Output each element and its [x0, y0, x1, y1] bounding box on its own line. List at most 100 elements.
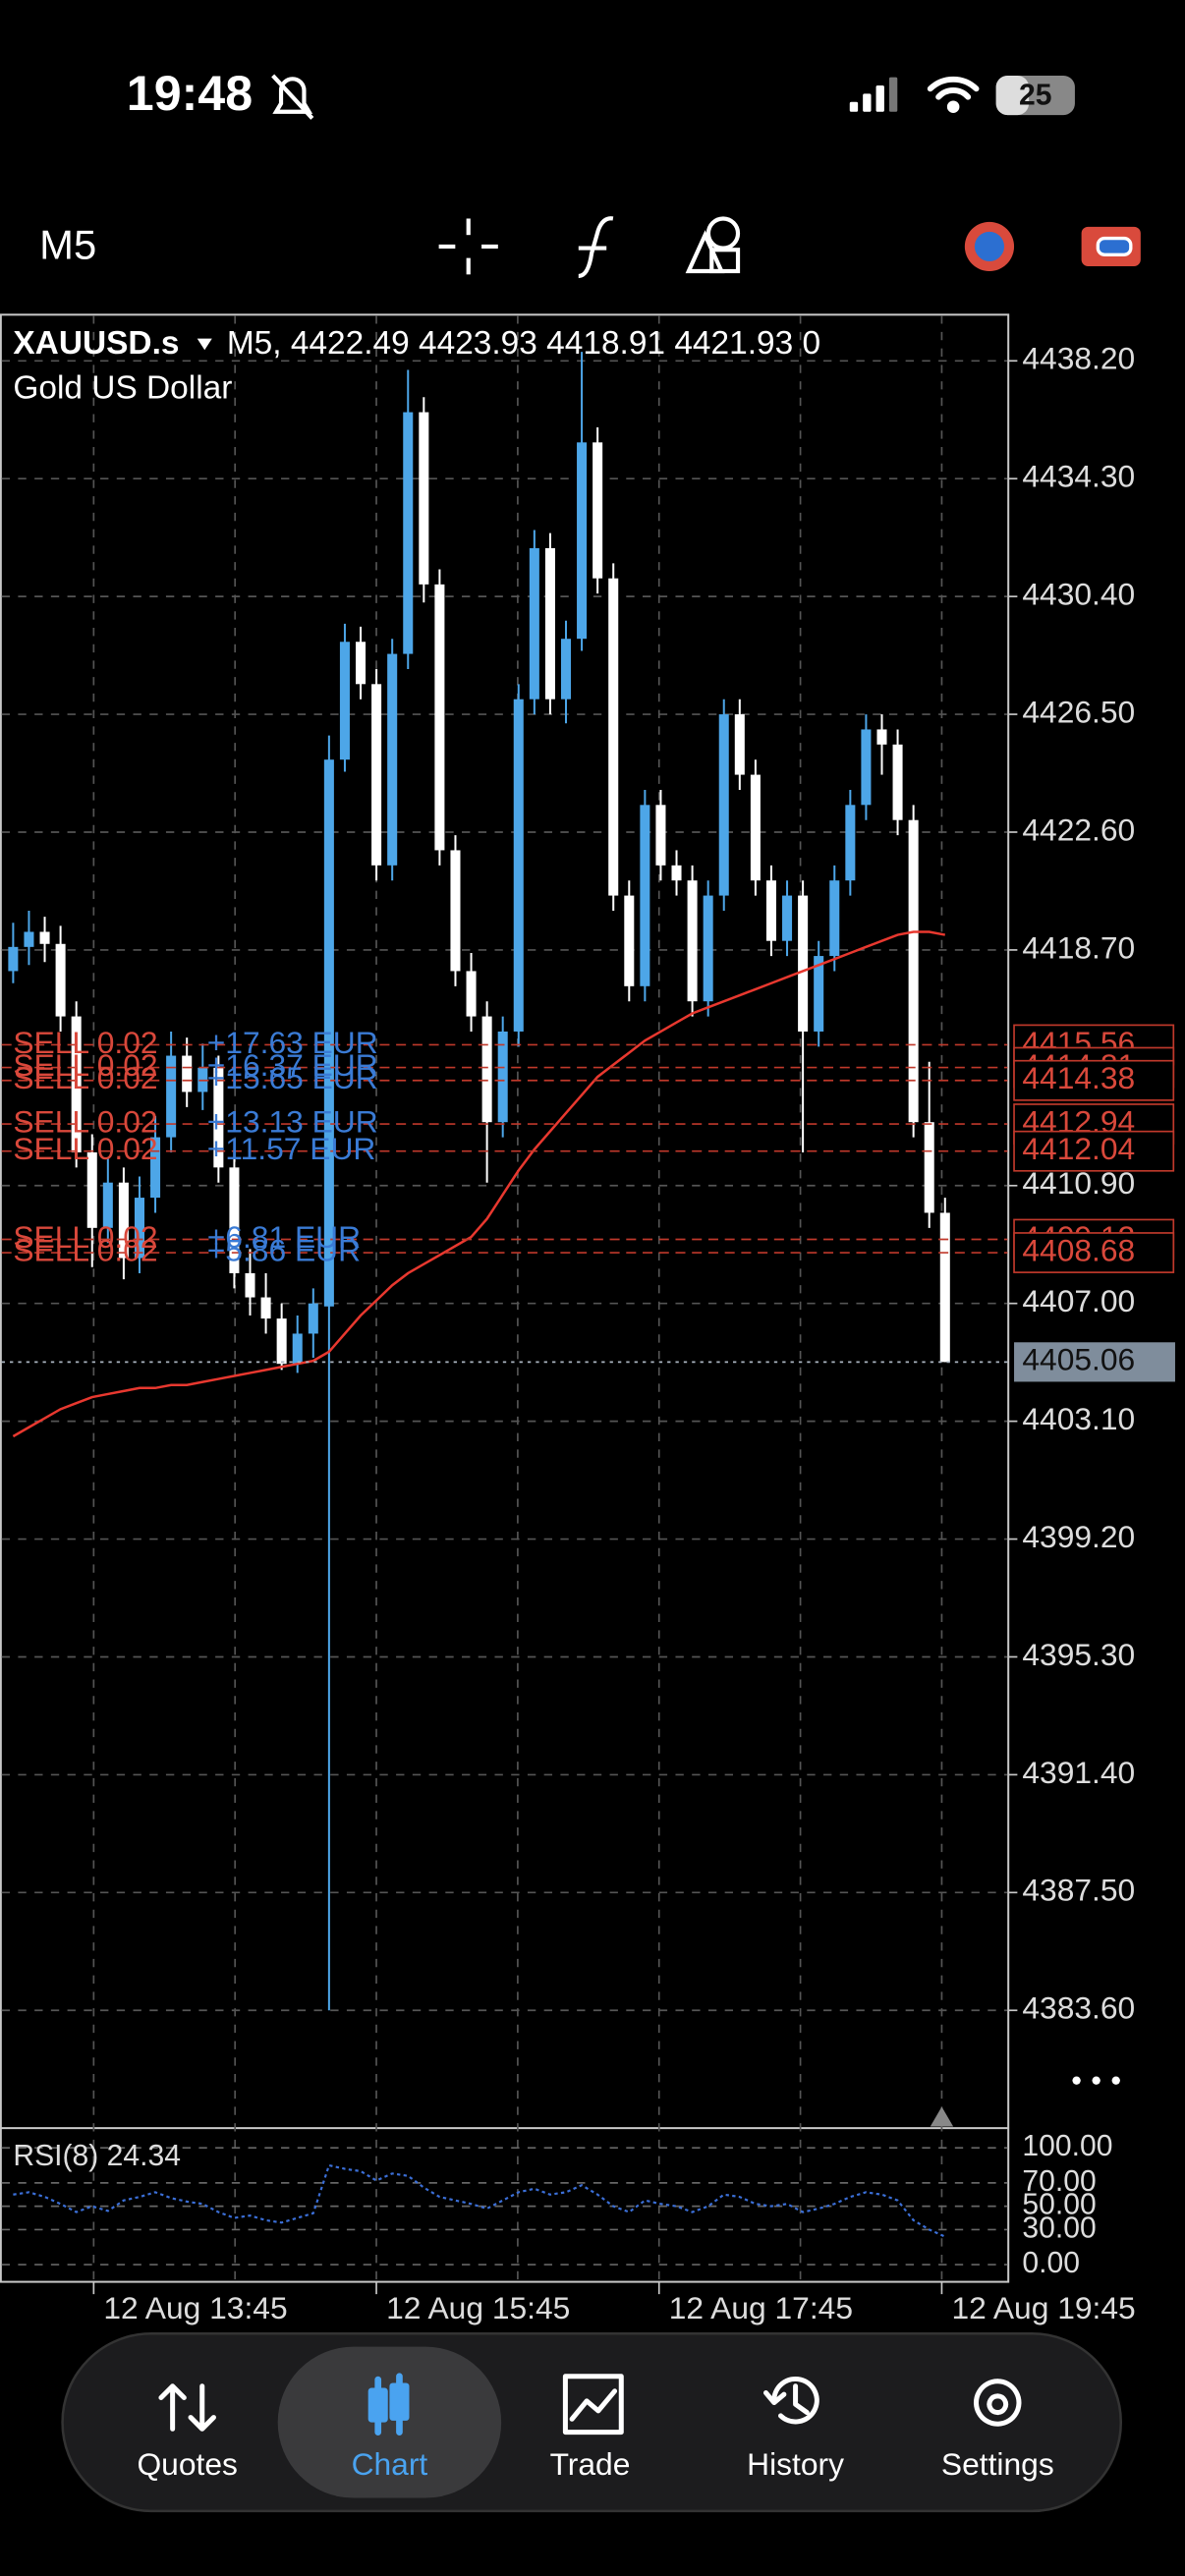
- candle-body: [544, 547, 555, 700]
- y-tick-label: 4391.40: [1022, 1755, 1135, 1790]
- order-side: SELL 0.02: [13, 1060, 157, 1095]
- candle-body: [829, 880, 840, 957]
- candle-body: [371, 684, 382, 866]
- tab-bar: [61, 2332, 1123, 2513]
- candle-body: [876, 729, 887, 745]
- order-side: SELL 0.02: [13, 1131, 157, 1166]
- candle-body: [939, 1212, 950, 1363]
- signal-icon: [849, 77, 898, 112]
- tab-label: Chart: [352, 2446, 428, 2482]
- order-side: SELL 0.02: [13, 1025, 157, 1060]
- x-tick-label: 12 Aug 17:45: [669, 2290, 853, 2325]
- candle-body: [450, 850, 461, 972]
- candle-body: [592, 442, 603, 579]
- battery-text: 25: [1019, 80, 1051, 112]
- tab-icon: [562, 2374, 624, 2436]
- candle-body: [861, 729, 872, 806]
- candle-body: [387, 653, 398, 866]
- order-profit: +5.86 EUR: [207, 1232, 361, 1267]
- candle-body: [229, 1167, 240, 1273]
- more-button[interactable]: [1072, 2076, 1120, 2085]
- rsi-tick-label: 70.00: [1022, 2165, 1096, 2198]
- x-tick-label: 12 Aug 13:45: [103, 2290, 287, 2325]
- active-tab-pill: [277, 2346, 502, 2498]
- tab-label: Trade: [550, 2446, 631, 2482]
- candle-body: [39, 931, 50, 944]
- x-tick-label: 12 Aug 15:45: [386, 2290, 570, 2325]
- order-profit: +17.63 EUR: [207, 1025, 378, 1060]
- candle-body: [419, 412, 429, 585]
- symbol[interactable]: XAUUSD.s: [13, 325, 179, 362]
- tab-label: Settings: [941, 2446, 1054, 2482]
- y-tick-label: 4407.00: [1022, 1283, 1135, 1318]
- tab-button[interactable]: Quotes: [137, 2383, 238, 2482]
- candle-body: [182, 1055, 193, 1092]
- candle-body: [513, 699, 524, 1032]
- candle-body: [718, 714, 729, 896]
- y-tick-label: 4438.20: [1022, 341, 1135, 376]
- candle-body: [481, 1016, 492, 1123]
- trade-button-inner: [1096, 236, 1133, 256]
- candle-body: [577, 442, 588, 640]
- order-side: SELL 0.02: [13, 1219, 157, 1255]
- crosshair-button[interactable]: [438, 218, 498, 275]
- candle-body: [782, 895, 793, 941]
- tab-label: History: [747, 2446, 844, 2482]
- rsi-line: [13, 2163, 946, 2238]
- symbol-dropdown[interactable]: [197, 338, 212, 351]
- candle-body: [356, 642, 367, 685]
- order-price: 4412.04: [1022, 1131, 1135, 1166]
- order-price-box: [1013, 1130, 1175, 1172]
- candle-body: [8, 946, 19, 972]
- candle-body: [497, 1031, 508, 1123]
- order-side: SELL 0.02: [13, 1047, 157, 1083]
- ohlc-header: M5, 4422.49 4423.93 4418.91 4421.93 0: [227, 325, 820, 362]
- y-tick-label: 4403.10: [1022, 1401, 1135, 1436]
- candle-body: [245, 1272, 255, 1298]
- candle-body: [529, 547, 539, 700]
- timeframe-button[interactable]: M5: [39, 222, 96, 268]
- tab-icon: [367, 2373, 410, 2436]
- candle-body: [150, 1137, 161, 1199]
- rsi-tick-label: 30.00: [1022, 2212, 1096, 2244]
- candle-body: [703, 895, 713, 1002]
- tab-button[interactable]: Trade: [550, 2374, 631, 2482]
- y-tick-label: 4418.70: [1022, 929, 1135, 965]
- order-profit: +6.81 EUR: [207, 1219, 361, 1255]
- tab-button[interactable]: History: [747, 2376, 844, 2482]
- y-tick-label: 4430.40: [1022, 577, 1135, 612]
- candle-body: [55, 943, 66, 1017]
- tab-icon: [762, 2376, 819, 2425]
- candle-body: [671, 865, 682, 881]
- order-price: 4408.68: [1022, 1232, 1135, 1267]
- wifi-icon: [927, 76, 980, 113]
- tab-icon: [158, 2383, 216, 2432]
- tab-button[interactable]: Chart: [277, 2346, 502, 2498]
- order-profit: +16.37 EUR: [207, 1047, 378, 1083]
- candle-body: [640, 805, 650, 986]
- candle-body: [734, 714, 745, 775]
- candle-body: [102, 1182, 113, 1228]
- clock: 19:48: [127, 66, 253, 121]
- candle-body: [434, 584, 445, 851]
- moving-average: [12, 930, 946, 1438]
- objects-button[interactable]: [685, 216, 741, 274]
- candle-body: [798, 895, 809, 1032]
- rsi-tick-label: 0.00: [1022, 2247, 1080, 2279]
- tab-label: Quotes: [137, 2446, 237, 2482]
- candle-body: [166, 1055, 177, 1138]
- candle-body: [86, 1151, 97, 1228]
- tab-button[interactable]: Settings: [941, 2379, 1054, 2482]
- chart-frame: [0, 313, 1010, 2283]
- order-price-box: [1013, 1059, 1175, 1101]
- plot-layer: 4438.20 4434.30 4430.40 4426.50 4422.60 4418.…: [1, 341, 1175, 2325]
- symbol-description: Gold US Dollar: [13, 369, 232, 406]
- candle-body: [608, 578, 619, 896]
- candle-body: [213, 1067, 224, 1168]
- rsi-title: RSI(8) 24.34: [13, 2140, 181, 2172]
- y-tick-label: 4422.60: [1022, 812, 1135, 847]
- candle-body: [71, 1016, 82, 1152]
- indicators-button[interactable]: [578, 216, 614, 279]
